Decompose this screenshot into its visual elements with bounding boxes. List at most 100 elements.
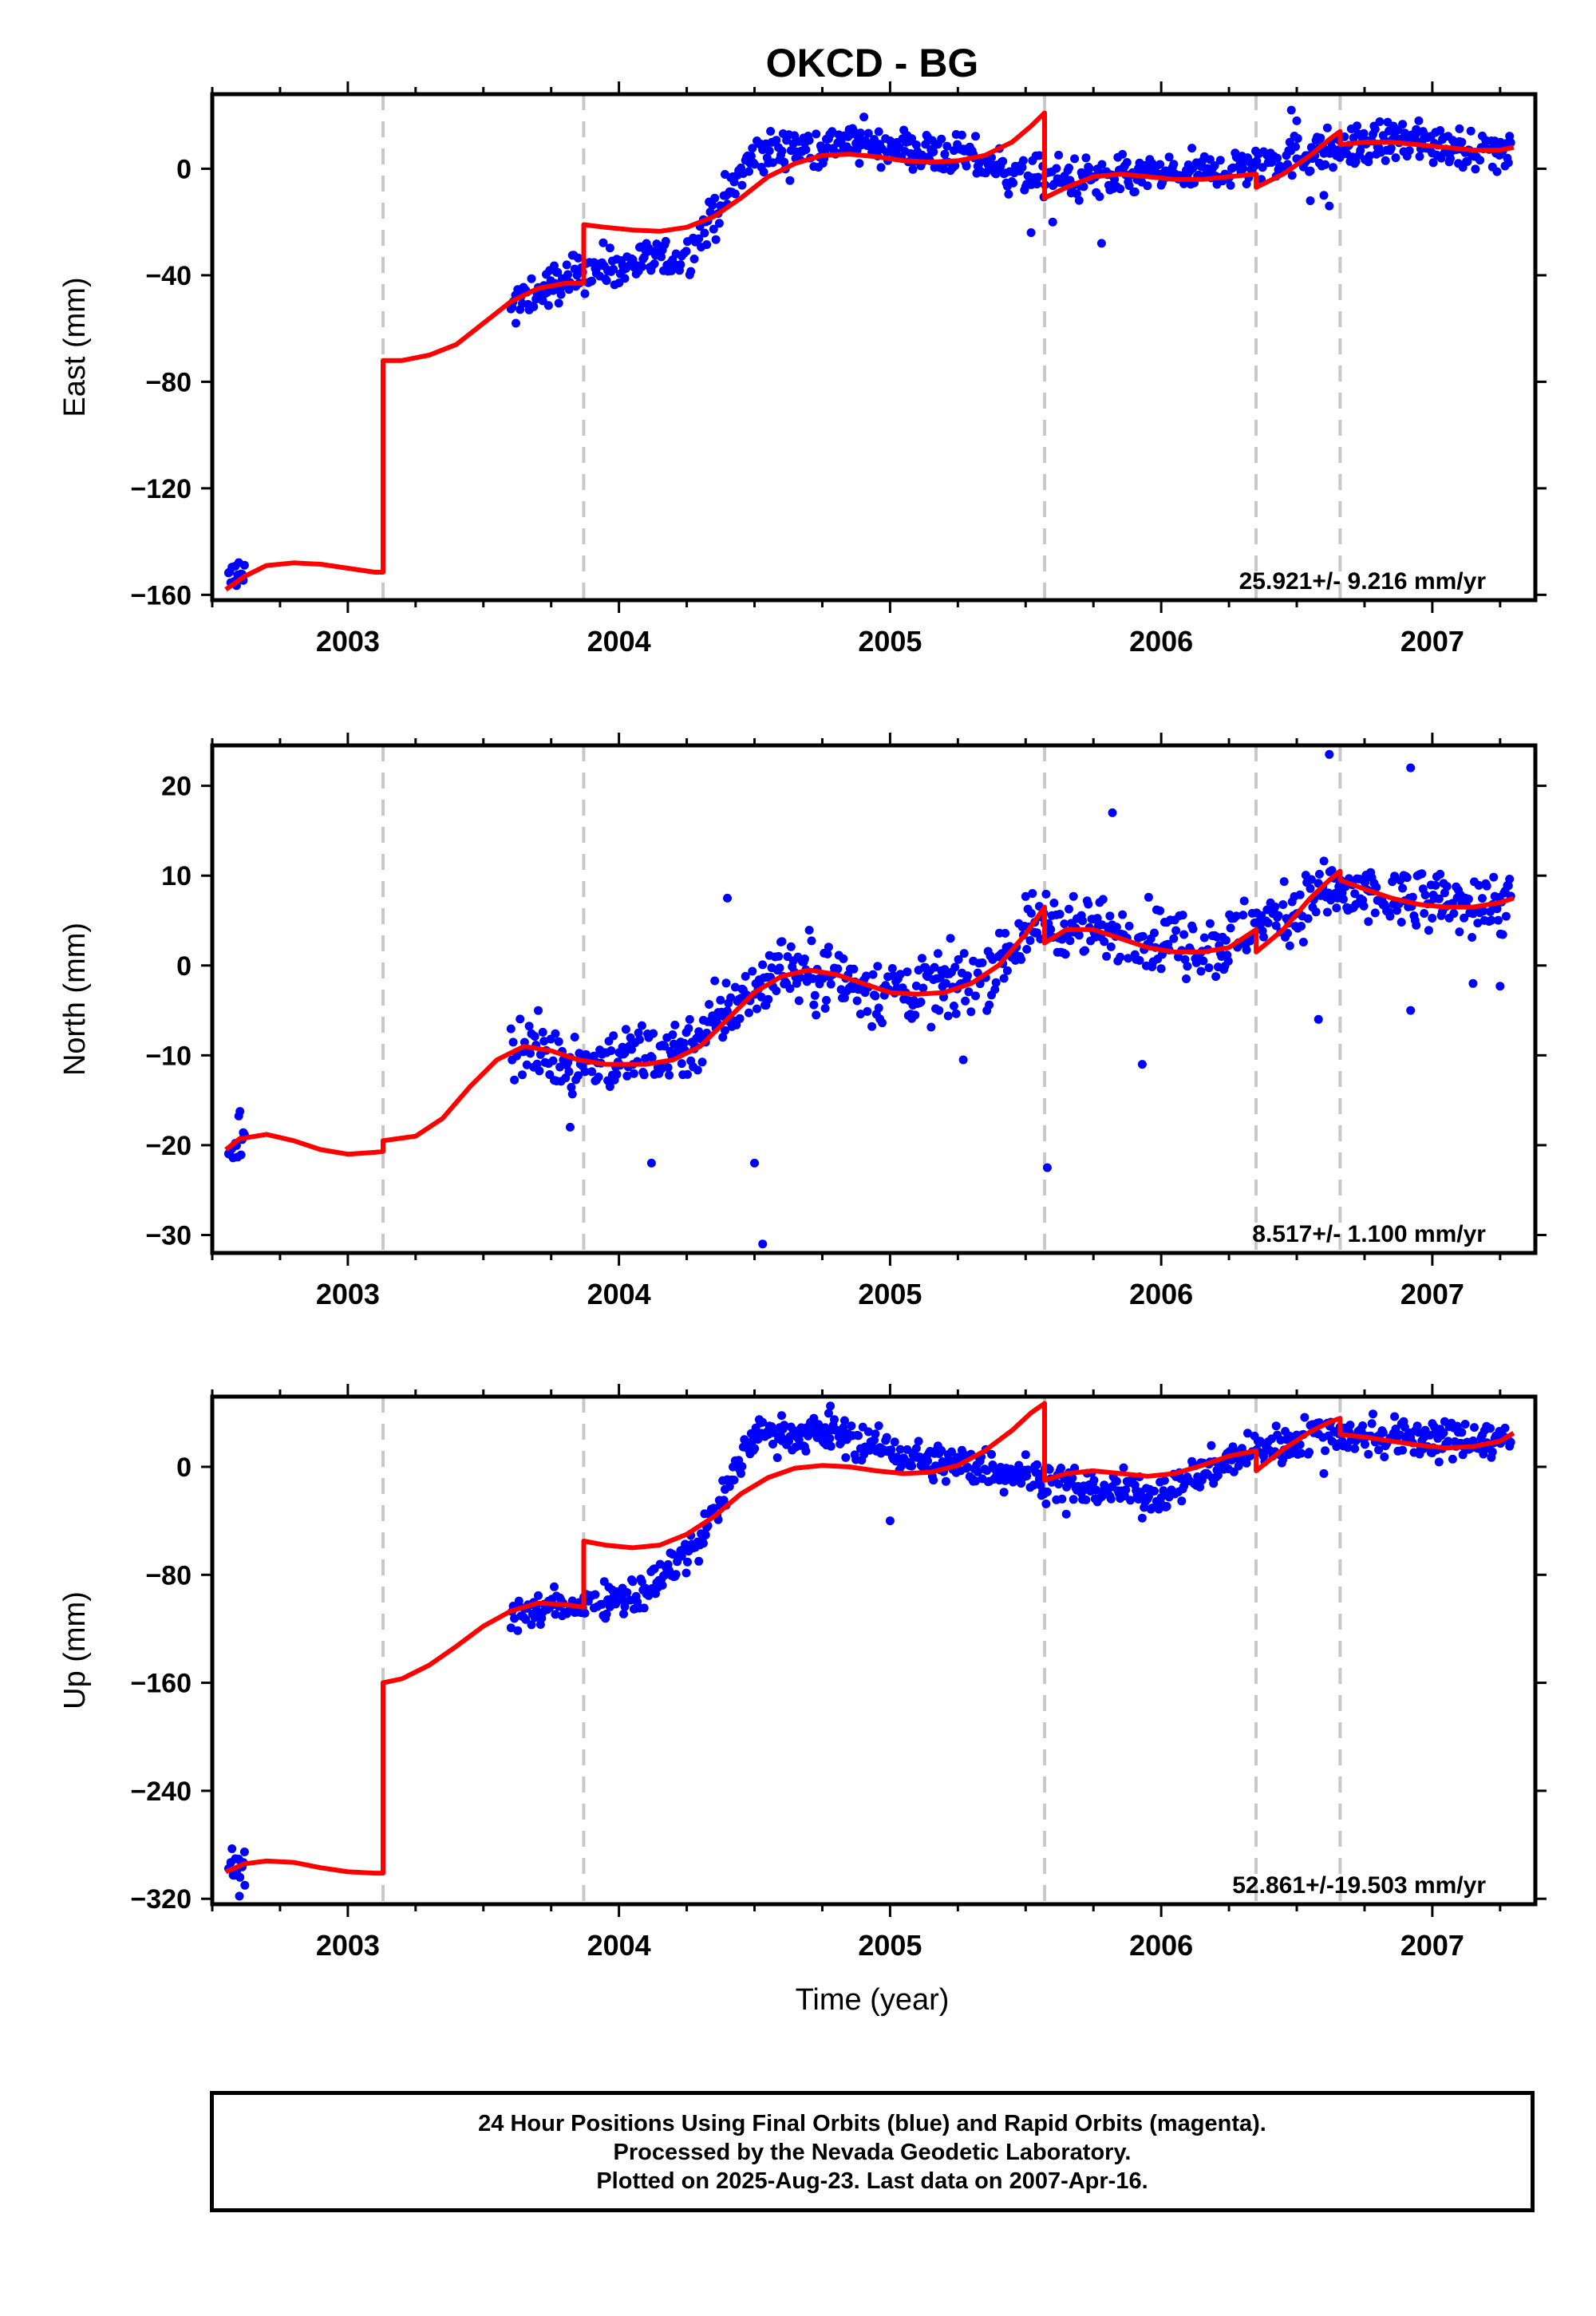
data-point [828,127,837,136]
data-point [874,1421,883,1430]
data-point [777,937,787,947]
data-point [1238,164,1248,173]
data-point [921,140,930,149]
data-point [580,289,590,298]
data-point [1404,146,1414,156]
data-point [722,1006,732,1016]
data-point [1196,966,1206,976]
data-point [916,998,926,1006]
data-point [681,247,691,256]
panels: 0 −40 −80 −120 −160 2003 2004 2005 2006 2007 East … [58,81,1547,1962]
data-point [1054,150,1064,160]
data-point [677,1059,686,1069]
data-point [807,936,816,946]
data-point [1271,1421,1281,1431]
data-point [822,995,831,1005]
data-point [757,992,766,1002]
data-point [705,207,715,217]
plot-frame [210,1394,1538,1907]
data-point [697,1057,707,1067]
data-point [1159,1476,1169,1485]
data-point [574,253,583,263]
data-point [1283,160,1292,169]
data-point [745,167,753,176]
data-point [1187,144,1197,153]
data-point [710,976,720,986]
data-point [711,235,721,244]
data-point [1060,919,1069,929]
data-point [1057,1494,1067,1504]
data-point [1482,881,1491,891]
data-point [918,983,928,993]
data-point [1350,1444,1360,1453]
data-point [1100,937,1109,947]
data-point [1324,888,1333,898]
data-point [1112,1476,1121,1486]
data-point [668,1030,678,1039]
data-point [1199,956,1208,966]
data-point [1402,873,1412,883]
y-tick-label: 20 [161,772,192,802]
footer-line-2: Processed by the Nevada Geodetic Laborat… [613,2140,1132,2165]
data-point [522,1060,531,1069]
data-point [1314,1014,1323,1024]
data-point [824,1409,833,1418]
data-point [1028,889,1037,898]
data-point [563,270,573,279]
data-point [1156,160,1165,169]
data-point [730,982,740,992]
data-point [1061,950,1070,959]
data-point [764,994,773,1004]
data-point [1293,134,1302,143]
data-point [903,1445,912,1454]
data-point [1156,964,1166,974]
y-tick-label: 0 [176,154,192,184]
data-point [1054,1480,1064,1489]
data-point [1130,187,1140,196]
data-point [1398,120,1408,129]
data-point [839,993,849,1002]
data-point [580,1067,590,1077]
data-point [235,1107,245,1117]
data-point [729,1476,739,1484]
data-point [1171,926,1181,935]
data-point [1381,156,1390,165]
x-tick-label: 2004 [587,1278,651,1310]
data-point [1449,909,1459,919]
data-point [1078,916,1088,926]
data-point [644,1591,654,1600]
data-point [1065,163,1073,172]
data-point [999,1488,1009,1497]
data-point [887,964,897,973]
data-point [714,219,724,228]
data-point [1041,889,1051,899]
data-point [670,1020,680,1030]
data-point [1321,1446,1330,1456]
data-point [1069,1495,1078,1504]
data-point [729,177,739,187]
data-point [609,1031,618,1041]
data-point [887,1445,896,1455]
data-point [658,1580,667,1590]
data-point [574,1071,583,1081]
data-point [1444,1437,1453,1446]
data-point [598,238,608,247]
data-point [1045,1464,1054,1474]
data-point [1321,160,1330,169]
data-point [849,126,859,136]
data-point [1390,1412,1400,1421]
data-point [527,1620,536,1630]
y-tick-label: 10 [161,861,192,891]
data-point [721,978,731,988]
model-curve [224,868,1515,1157]
data-point [1372,883,1381,892]
data-point [934,1006,944,1015]
data-point [1124,181,1134,191]
data-point [1140,160,1150,170]
data-point [1370,908,1380,918]
data-point [1428,1419,1437,1429]
x-tick-label: 2003 [316,1278,380,1310]
data-point [634,1028,643,1037]
data-point [1292,116,1302,125]
data-point [1417,869,1427,879]
